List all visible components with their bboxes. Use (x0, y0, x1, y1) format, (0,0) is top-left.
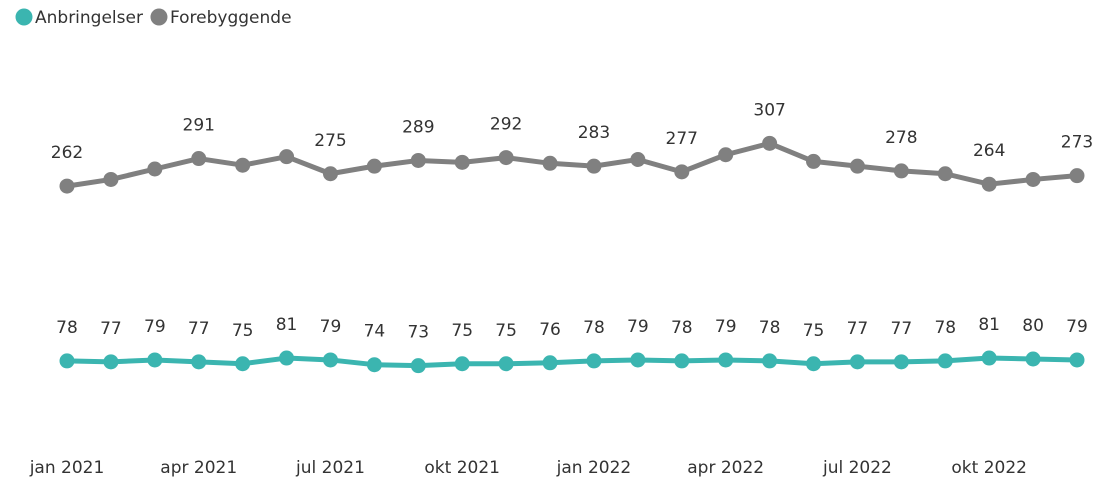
data-point (235, 157, 251, 173)
data-label: 79 (144, 317, 166, 337)
x-tick-label: jan 2021 (29, 458, 105, 478)
data-point (103, 354, 119, 370)
data-point (454, 356, 470, 372)
data-point (191, 151, 207, 167)
data-point (1069, 168, 1085, 184)
data-point (937, 166, 953, 182)
x-tick-label: jan 2022 (556, 458, 632, 478)
data-point (674, 164, 690, 180)
data-point (762, 353, 778, 369)
data-label: 75 (495, 321, 517, 341)
data-point (1025, 171, 1041, 187)
data-point (937, 353, 953, 369)
data-label: 77 (100, 319, 122, 339)
data-label: 273 (1061, 133, 1093, 153)
data-point (410, 152, 426, 168)
data-point (806, 153, 822, 169)
data-point (674, 353, 690, 369)
legend-marker (150, 8, 168, 26)
data-label: 78 (671, 318, 693, 338)
data-point (806, 356, 822, 372)
data-point (59, 178, 75, 194)
data-point (322, 352, 338, 368)
data-point (191, 354, 207, 370)
x-tick-label: okt 2022 (951, 458, 1027, 478)
data-label: 75 (232, 321, 254, 341)
data-label: 78 (934, 318, 956, 338)
data-point (235, 356, 251, 372)
data-label: 79 (1066, 317, 1088, 337)
data-label: 278 (885, 128, 917, 148)
data-point (718, 352, 734, 368)
data-point (630, 352, 646, 368)
data-label: 79 (715, 317, 737, 337)
data-point (147, 352, 163, 368)
x-tick-label: okt 2021 (424, 458, 500, 478)
data-point (849, 354, 865, 370)
data-label: 78 (56, 318, 78, 338)
data-label: 73 (407, 323, 429, 343)
data-label: 77 (188, 319, 210, 339)
data-point (630, 152, 646, 167)
data-point (498, 356, 514, 372)
data-point (981, 350, 997, 366)
data-label: 264 (973, 141, 1005, 161)
data-point (410, 358, 426, 374)
x-tick-label: apr 2022 (687, 458, 764, 478)
data-point (279, 149, 295, 165)
data-label: 78 (583, 318, 605, 338)
data-label: 78 (759, 318, 781, 338)
data-point (366, 357, 382, 373)
data-point (59, 353, 75, 369)
series-line (66, 355, 1078, 369)
data-point (893, 163, 909, 179)
x-tick-label: apr 2021 (160, 458, 237, 478)
data-label: 277 (666, 129, 698, 149)
data-point (586, 158, 602, 174)
data-point (762, 135, 778, 151)
x-tick-label: jul 2022 (822, 458, 892, 478)
data-label: 291 (183, 116, 215, 136)
legend-label: Forebyggende (170, 8, 292, 28)
series-line (66, 140, 1078, 189)
data-point (454, 154, 470, 170)
data-point (498, 150, 514, 166)
data-point (981, 176, 997, 192)
data-label: 79 (320, 317, 342, 337)
data-point (718, 147, 734, 163)
data-label: 262 (51, 143, 83, 163)
data-label: 75 (803, 321, 825, 341)
data-point (542, 155, 558, 171)
data-point (586, 353, 602, 369)
data-label: 74 (364, 322, 386, 342)
data-point (279, 350, 295, 366)
data-point (849, 158, 865, 174)
legend-label: Anbringelser (35, 8, 143, 28)
data-label: 80 (1022, 316, 1044, 336)
data-label: 275 (314, 131, 346, 151)
data-label: 289 (402, 117, 434, 137)
data-label: 292 (490, 115, 522, 135)
legend-marker (15, 8, 33, 26)
data-label: 283 (578, 123, 610, 143)
data-point (366, 158, 382, 174)
data-point (147, 161, 163, 177)
data-point (322, 166, 338, 182)
data-label: 77 (891, 319, 913, 339)
data-label: 307 (753, 100, 785, 120)
data-point (542, 355, 558, 371)
data-point (1069, 352, 1085, 368)
data-label: 81 (978, 315, 1000, 335)
data-label: 77 (847, 319, 869, 339)
data-point (1025, 351, 1041, 367)
data-label: 76 (539, 320, 561, 340)
x-tick-label: jul 2021 (295, 458, 365, 478)
data-point (893, 354, 909, 370)
data-label: 81 (276, 315, 298, 335)
data-label: 75 (451, 321, 473, 341)
data-label: 79 (627, 317, 649, 337)
data-point (103, 171, 119, 187)
